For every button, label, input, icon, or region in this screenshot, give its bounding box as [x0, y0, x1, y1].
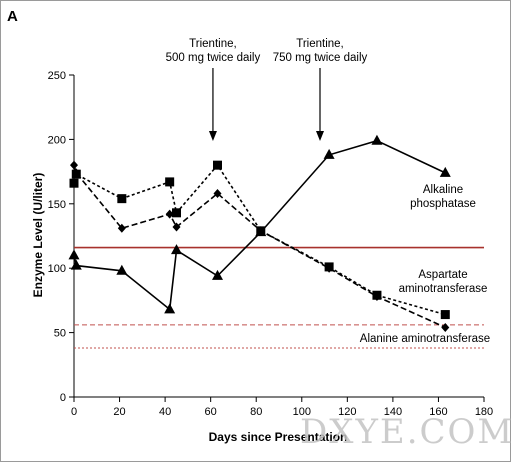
triangle-marker — [116, 264, 128, 275]
series-label-line: Alkaline — [423, 184, 463, 196]
y-tick-label: 100 — [48, 263, 66, 275]
diamond-marker — [172, 222, 181, 232]
annotation-line: Trientine, — [296, 38, 344, 50]
x-tick-label: 120 — [338, 406, 356, 418]
x-tick-label: 180 — [475, 406, 493, 418]
square-marker — [172, 208, 181, 218]
x-tick-label: 60 — [205, 406, 217, 418]
triangle-marker — [164, 303, 176, 314]
reference-lines — [74, 246, 484, 349]
x-axis-label: Days since Presentation — [209, 430, 348, 444]
axes-group: 0 20 40 60 80 100 120 140 160 180 0 50 100 150 200 250 — [48, 70, 494, 418]
series-line — [73, 164, 446, 329]
y-tick-label: 200 — [48, 134, 66, 146]
square-marker — [213, 160, 222, 170]
diamond-marker — [441, 322, 450, 332]
diamond-marker — [70, 160, 78, 170]
series-label-line: aminotransferase — [399, 283, 488, 295]
triangle-marker — [171, 244, 182, 255]
diamond-marker — [72, 168, 81, 178]
series-label-line: Aspartate — [418, 269, 467, 281]
annotations: Trientine, 500 mg twice daily Trientine, 75… — [166, 38, 368, 141]
panel-label: A — [7, 8, 18, 25]
series-label: Alanine aminotransferase — [360, 333, 490, 345]
x-tick-label: 160 — [429, 406, 447, 418]
diamond-marker — [165, 209, 174, 219]
y-tick-label: 0 — [60, 392, 66, 404]
x-tick-label: 80 — [250, 406, 262, 418]
annotation-arrow-head — [208, 131, 217, 141]
square-marker — [117, 194, 127, 204]
series-label: Aspartate aminotransferase — [399, 269, 488, 295]
x-tick-label: 100 — [293, 406, 311, 418]
triangle-marker — [371, 134, 383, 145]
y-axis-label: Enzyme Level (U/liter) — [31, 173, 45, 298]
annotation-line: Trientine, — [189, 38, 237, 50]
triangle-marker — [68, 249, 80, 260]
triangle-marker — [70, 259, 82, 270]
annotation-arrow-head — [316, 131, 324, 141]
y-tick-label: 250 — [48, 70, 66, 82]
annotation-line: 750 mg twice daily — [273, 52, 368, 64]
watermark-text: DXYE.COM — [300, 412, 511, 452]
diamond-marker — [372, 292, 381, 302]
square-marker — [69, 178, 79, 188]
series-line — [73, 139, 446, 311]
series-line — [73, 163, 446, 316]
square-marker — [165, 177, 175, 187]
series-label-line: Alanine aminotransferase — [360, 333, 490, 345]
x-tick-label: 0 — [71, 406, 77, 418]
y-tick-label: 150 — [48, 199, 66, 211]
series-label-line: phosphatase — [410, 198, 476, 210]
triangle-marker — [323, 148, 335, 159]
diamond-marker — [325, 263, 334, 273]
series-group: Alkaline phosphatase Aspartate aminotransfe… — [68, 134, 490, 345]
triangle-marker — [439, 166, 451, 177]
x-tick-label: 40 — [159, 406, 171, 418]
diamond-marker — [213, 188, 222, 198]
x-tick-label: 20 — [113, 406, 125, 418]
diamond-marker — [256, 226, 265, 236]
annotation-line: 500 mg twice daily — [166, 52, 261, 64]
annotation-text: Trientine, 500 mg twice daily — [166, 38, 261, 64]
annotation-text: Trientine, 750 mg twice daily — [273, 38, 368, 64]
triangle-marker — [212, 269, 223, 280]
diamond-marker — [117, 223, 126, 233]
series-label: Alkaline phosphatase — [410, 184, 476, 210]
square-marker — [440, 310, 450, 320]
x-tick-label: 140 — [384, 406, 402, 418]
y-tick-label: 50 — [54, 328, 66, 340]
